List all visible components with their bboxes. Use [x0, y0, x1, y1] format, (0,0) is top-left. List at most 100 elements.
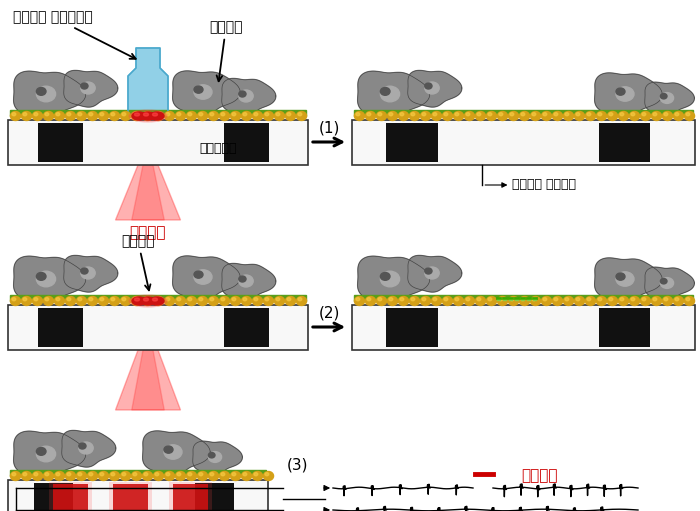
Ellipse shape: [100, 112, 104, 116]
Polygon shape: [14, 431, 85, 479]
Ellipse shape: [660, 278, 667, 284]
Ellipse shape: [421, 111, 430, 121]
Text: (3): (3): [287, 457, 309, 473]
Ellipse shape: [89, 112, 93, 116]
Ellipse shape: [164, 296, 174, 306]
Ellipse shape: [10, 111, 20, 121]
Ellipse shape: [243, 112, 247, 116]
Ellipse shape: [241, 296, 251, 306]
Ellipse shape: [176, 111, 186, 121]
Ellipse shape: [210, 473, 214, 476]
Polygon shape: [645, 82, 694, 115]
Ellipse shape: [554, 297, 558, 301]
Ellipse shape: [685, 111, 694, 121]
Polygon shape: [64, 71, 118, 107]
Ellipse shape: [675, 112, 679, 116]
Ellipse shape: [541, 111, 552, 121]
Ellipse shape: [662, 111, 673, 121]
Ellipse shape: [144, 113, 148, 116]
Ellipse shape: [12, 297, 16, 301]
Ellipse shape: [36, 87, 46, 95]
Ellipse shape: [23, 473, 27, 476]
Ellipse shape: [616, 273, 625, 280]
Ellipse shape: [608, 111, 617, 121]
Ellipse shape: [43, 296, 54, 306]
Polygon shape: [407, 71, 462, 107]
Ellipse shape: [177, 297, 181, 301]
Ellipse shape: [380, 272, 390, 281]
Ellipse shape: [616, 272, 634, 286]
Ellipse shape: [36, 86, 55, 102]
Ellipse shape: [150, 297, 164, 305]
Ellipse shape: [153, 298, 158, 301]
Ellipse shape: [129, 295, 167, 307]
Ellipse shape: [120, 472, 131, 480]
Ellipse shape: [425, 83, 432, 89]
Ellipse shape: [122, 297, 126, 301]
Ellipse shape: [241, 111, 251, 121]
Ellipse shape: [239, 275, 253, 287]
Ellipse shape: [253, 472, 262, 480]
Ellipse shape: [232, 297, 236, 301]
Ellipse shape: [164, 472, 174, 480]
Ellipse shape: [243, 297, 247, 301]
Ellipse shape: [209, 296, 218, 306]
Ellipse shape: [609, 297, 612, 301]
Polygon shape: [116, 165, 181, 220]
Polygon shape: [193, 441, 242, 474]
Ellipse shape: [653, 112, 657, 116]
Ellipse shape: [466, 112, 470, 116]
Ellipse shape: [67, 473, 71, 476]
Ellipse shape: [576, 112, 580, 116]
Polygon shape: [132, 350, 164, 410]
Ellipse shape: [164, 446, 173, 453]
Ellipse shape: [433, 297, 437, 301]
Bar: [113, 484, 148, 511]
Ellipse shape: [365, 111, 376, 121]
Polygon shape: [14, 256, 85, 304]
Bar: [352, 305, 695, 350]
Ellipse shape: [78, 297, 82, 301]
Ellipse shape: [230, 472, 241, 480]
Ellipse shape: [88, 296, 97, 306]
Ellipse shape: [367, 297, 371, 301]
Ellipse shape: [552, 111, 563, 121]
Ellipse shape: [652, 296, 662, 306]
Ellipse shape: [153, 296, 164, 306]
Ellipse shape: [76, 111, 87, 121]
Ellipse shape: [199, 112, 203, 116]
Ellipse shape: [454, 111, 463, 121]
Ellipse shape: [133, 473, 136, 476]
Ellipse shape: [254, 112, 258, 116]
Bar: [599, 123, 650, 162]
Ellipse shape: [111, 297, 115, 301]
Ellipse shape: [176, 472, 186, 480]
Ellipse shape: [263, 111, 274, 121]
Ellipse shape: [254, 473, 258, 476]
Ellipse shape: [629, 296, 640, 306]
Ellipse shape: [608, 296, 617, 306]
Ellipse shape: [12, 473, 16, 476]
Ellipse shape: [111, 112, 115, 116]
Ellipse shape: [88, 111, 97, 121]
Ellipse shape: [387, 111, 398, 121]
Ellipse shape: [142, 111, 153, 121]
Text: 신경세포: 신경세포: [209, 20, 243, 81]
Ellipse shape: [109, 472, 120, 480]
Ellipse shape: [188, 473, 192, 476]
Ellipse shape: [477, 112, 481, 116]
Ellipse shape: [55, 472, 64, 480]
Bar: [10, 110, 306, 116]
Ellipse shape: [209, 111, 218, 121]
Bar: [224, 123, 269, 162]
Ellipse shape: [287, 297, 290, 301]
Ellipse shape: [78, 112, 82, 116]
Ellipse shape: [80, 267, 95, 279]
Ellipse shape: [10, 296, 20, 306]
Ellipse shape: [76, 296, 87, 306]
Ellipse shape: [10, 472, 20, 480]
Ellipse shape: [354, 296, 365, 306]
Ellipse shape: [67, 112, 71, 116]
Ellipse shape: [367, 112, 371, 116]
Ellipse shape: [56, 112, 60, 116]
